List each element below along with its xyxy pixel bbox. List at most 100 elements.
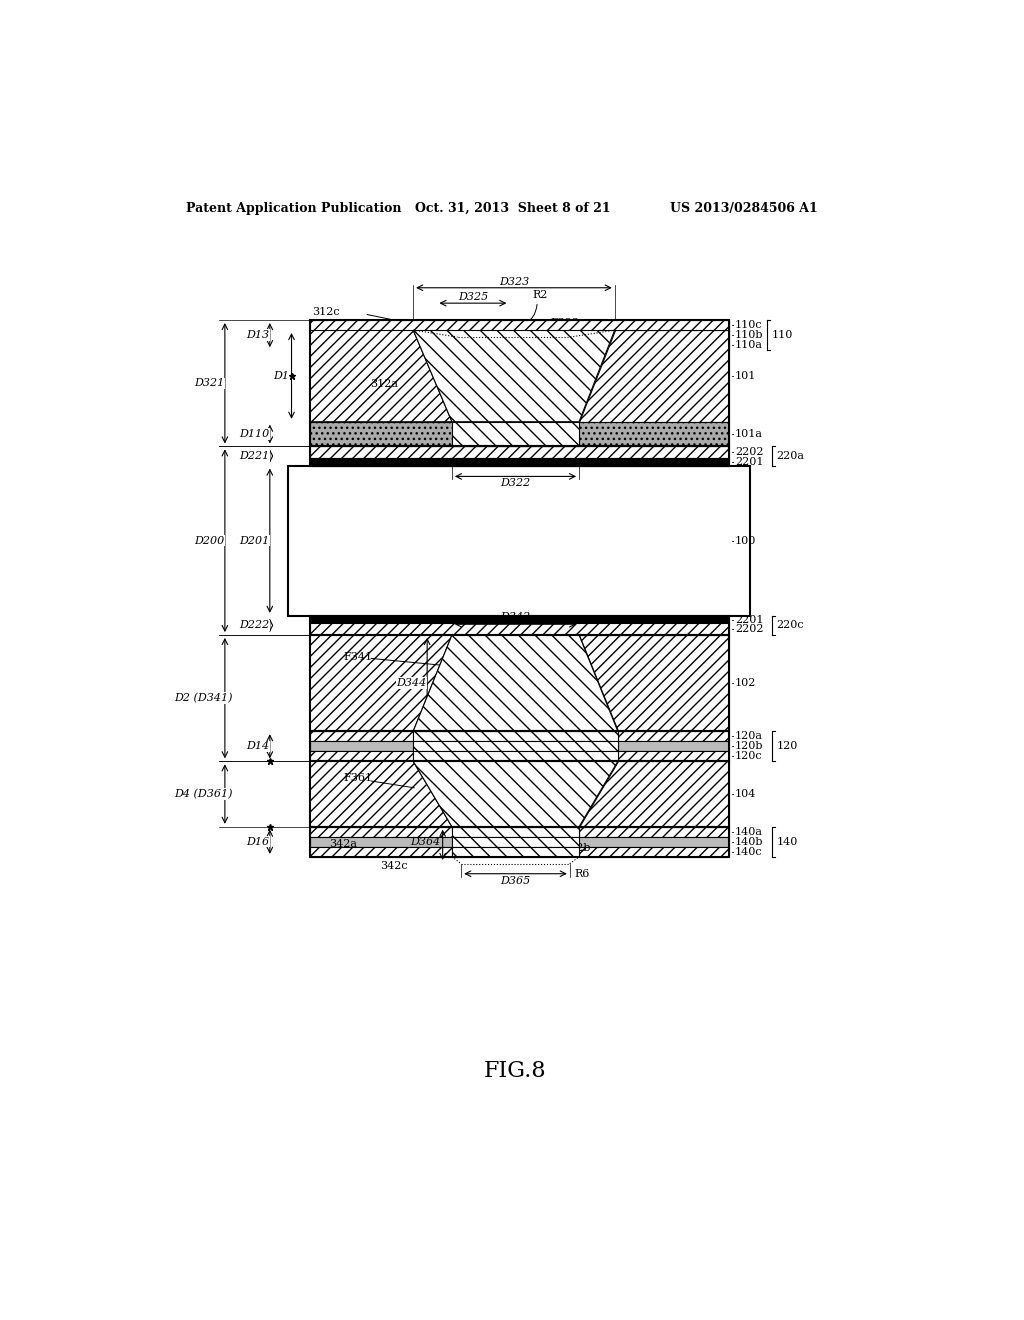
Text: 140b: 140b: [735, 837, 763, 846]
Text: D342: D342: [501, 612, 530, 622]
Bar: [310, 751, 414, 762]
Bar: [310, 826, 729, 857]
Bar: [310, 446, 729, 466]
Text: R2: R2: [532, 290, 548, 301]
Text: D344: D344: [396, 678, 427, 688]
Text: 110b: 110b: [735, 330, 763, 341]
Text: Oct. 31, 2013  Sheet 8 of 21: Oct. 31, 2013 Sheet 8 of 21: [415, 202, 610, 215]
Text: D364: D364: [410, 837, 440, 846]
Polygon shape: [579, 330, 729, 422]
Text: D323: D323: [499, 277, 529, 286]
Text: D221: D221: [240, 451, 269, 461]
Text: 110c: 110c: [735, 321, 763, 330]
Polygon shape: [414, 762, 617, 826]
Bar: [414, 731, 617, 742]
Text: 120a: 120a: [735, 731, 763, 742]
Text: D110: D110: [240, 429, 269, 440]
Text: F342: F342: [545, 767, 574, 777]
Text: US 2013/0284506 A1: US 2013/0284506 A1: [671, 202, 818, 215]
Text: 140c: 140c: [735, 847, 763, 857]
Text: 2201: 2201: [735, 615, 763, 624]
Bar: [310, 635, 729, 731]
Text: D16: D16: [246, 837, 269, 846]
Bar: [310, 321, 729, 330]
Polygon shape: [310, 330, 452, 422]
Text: 220c: 220c: [776, 620, 804, 631]
Bar: [452, 826, 579, 837]
Text: 140a: 140a: [735, 826, 763, 837]
Bar: [614, 341, 729, 350]
Text: D321: D321: [195, 379, 224, 388]
Text: 104: 104: [735, 789, 756, 799]
Text: D365: D365: [501, 875, 530, 886]
Bar: [452, 422, 579, 446]
Text: 120c: 120c: [735, 751, 763, 762]
Text: 312c: 312c: [312, 308, 340, 317]
Text: D343: D343: [488, 639, 519, 649]
Text: D2 (D341): D2 (D341): [174, 693, 232, 704]
Bar: [310, 742, 414, 751]
Text: D201: D201: [240, 536, 269, 545]
Bar: [310, 762, 729, 826]
Text: 101: 101: [735, 371, 756, 381]
Text: 220a: 220a: [776, 451, 805, 461]
Text: 140: 140: [776, 837, 798, 846]
Polygon shape: [414, 635, 617, 731]
Bar: [310, 847, 452, 857]
Text: D324: D324: [400, 321, 431, 330]
Polygon shape: [310, 762, 452, 826]
Text: D4 (D361): D4 (D361): [174, 789, 232, 799]
Bar: [310, 615, 729, 635]
Bar: [414, 742, 617, 751]
Bar: [310, 731, 414, 742]
Text: 312b: 312b: [508, 355, 537, 366]
Bar: [310, 458, 729, 466]
Bar: [414, 751, 617, 762]
Text: R4: R4: [500, 796, 515, 807]
Polygon shape: [579, 635, 729, 731]
Bar: [289, 466, 751, 615]
Text: F322: F322: [550, 318, 580, 329]
Bar: [452, 837, 579, 847]
Text: F341: F341: [343, 652, 373, 661]
Text: 342b: 342b: [562, 843, 591, 853]
Text: 312a: 312a: [370, 379, 397, 388]
Polygon shape: [310, 635, 452, 731]
Text: 322a: 322a: [527, 655, 555, 665]
Bar: [614, 330, 729, 341]
Text: D222: D222: [240, 620, 269, 631]
Text: 322c: 322c: [556, 799, 584, 809]
Text: 342c: 342c: [380, 861, 408, 871]
Text: D322: D322: [501, 478, 530, 488]
Text: 120: 120: [776, 742, 798, 751]
Bar: [579, 847, 729, 857]
Text: D13: D13: [246, 330, 269, 341]
Text: 100: 100: [735, 536, 756, 545]
Text: D14: D14: [246, 742, 269, 751]
Bar: [310, 330, 414, 341]
Bar: [310, 731, 729, 762]
Text: F321: F321: [547, 401, 575, 412]
Text: FIG.8: FIG.8: [484, 1060, 547, 1082]
Bar: [310, 826, 452, 837]
Text: 322b: 322b: [523, 717, 552, 727]
Text: D325: D325: [458, 292, 488, 302]
Bar: [310, 446, 729, 458]
Text: 342a: 342a: [330, 838, 357, 849]
Text: 101a: 101a: [735, 429, 763, 440]
Text: 110a: 110a: [735, 341, 763, 350]
Bar: [614, 321, 729, 330]
Bar: [579, 837, 729, 847]
Bar: [310, 615, 729, 623]
Bar: [617, 742, 729, 751]
Text: 102: 102: [735, 678, 756, 688]
Text: 110: 110: [772, 330, 794, 341]
Polygon shape: [579, 762, 729, 826]
Bar: [310, 422, 729, 446]
Text: D1: D1: [273, 371, 290, 381]
Text: 120b: 120b: [735, 742, 763, 751]
Bar: [310, 837, 452, 847]
Text: D345: D345: [485, 774, 515, 783]
Text: D200: D200: [195, 536, 224, 545]
Bar: [617, 731, 729, 742]
